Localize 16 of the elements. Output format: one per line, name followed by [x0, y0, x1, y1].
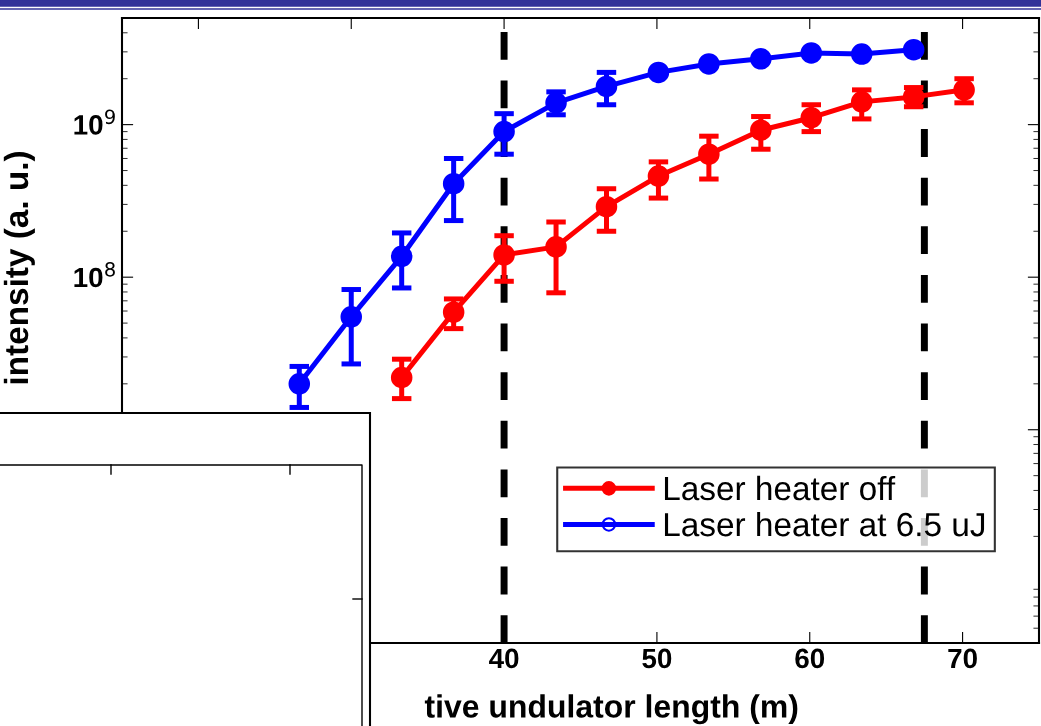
legend-label: Laser heater off: [664, 475, 896, 501]
x-tick-label: 70: [948, 648, 977, 669]
point: [750, 48, 772, 70]
y-axis-title: intensity (a. u.): [3, 152, 35, 384]
point: [647, 61, 670, 84]
x-tick-label: 50: [642, 648, 672, 669]
y-tick-label: 10$^{8}$: [74, 261, 115, 288]
point: [800, 42, 823, 64]
point: [698, 53, 720, 75]
point: [850, 43, 873, 65]
legend-label: Laser heater at 6.5 uJ: [664, 511, 985, 537]
x-axis-title: tive undulator length (m): [424, 694, 798, 725]
point: [902, 38, 925, 61]
y-tick-label: 10$^{9}$: [74, 109, 115, 135]
x-tick-label: 60: [795, 648, 825, 669]
x-tick-label: 40: [489, 648, 519, 669]
